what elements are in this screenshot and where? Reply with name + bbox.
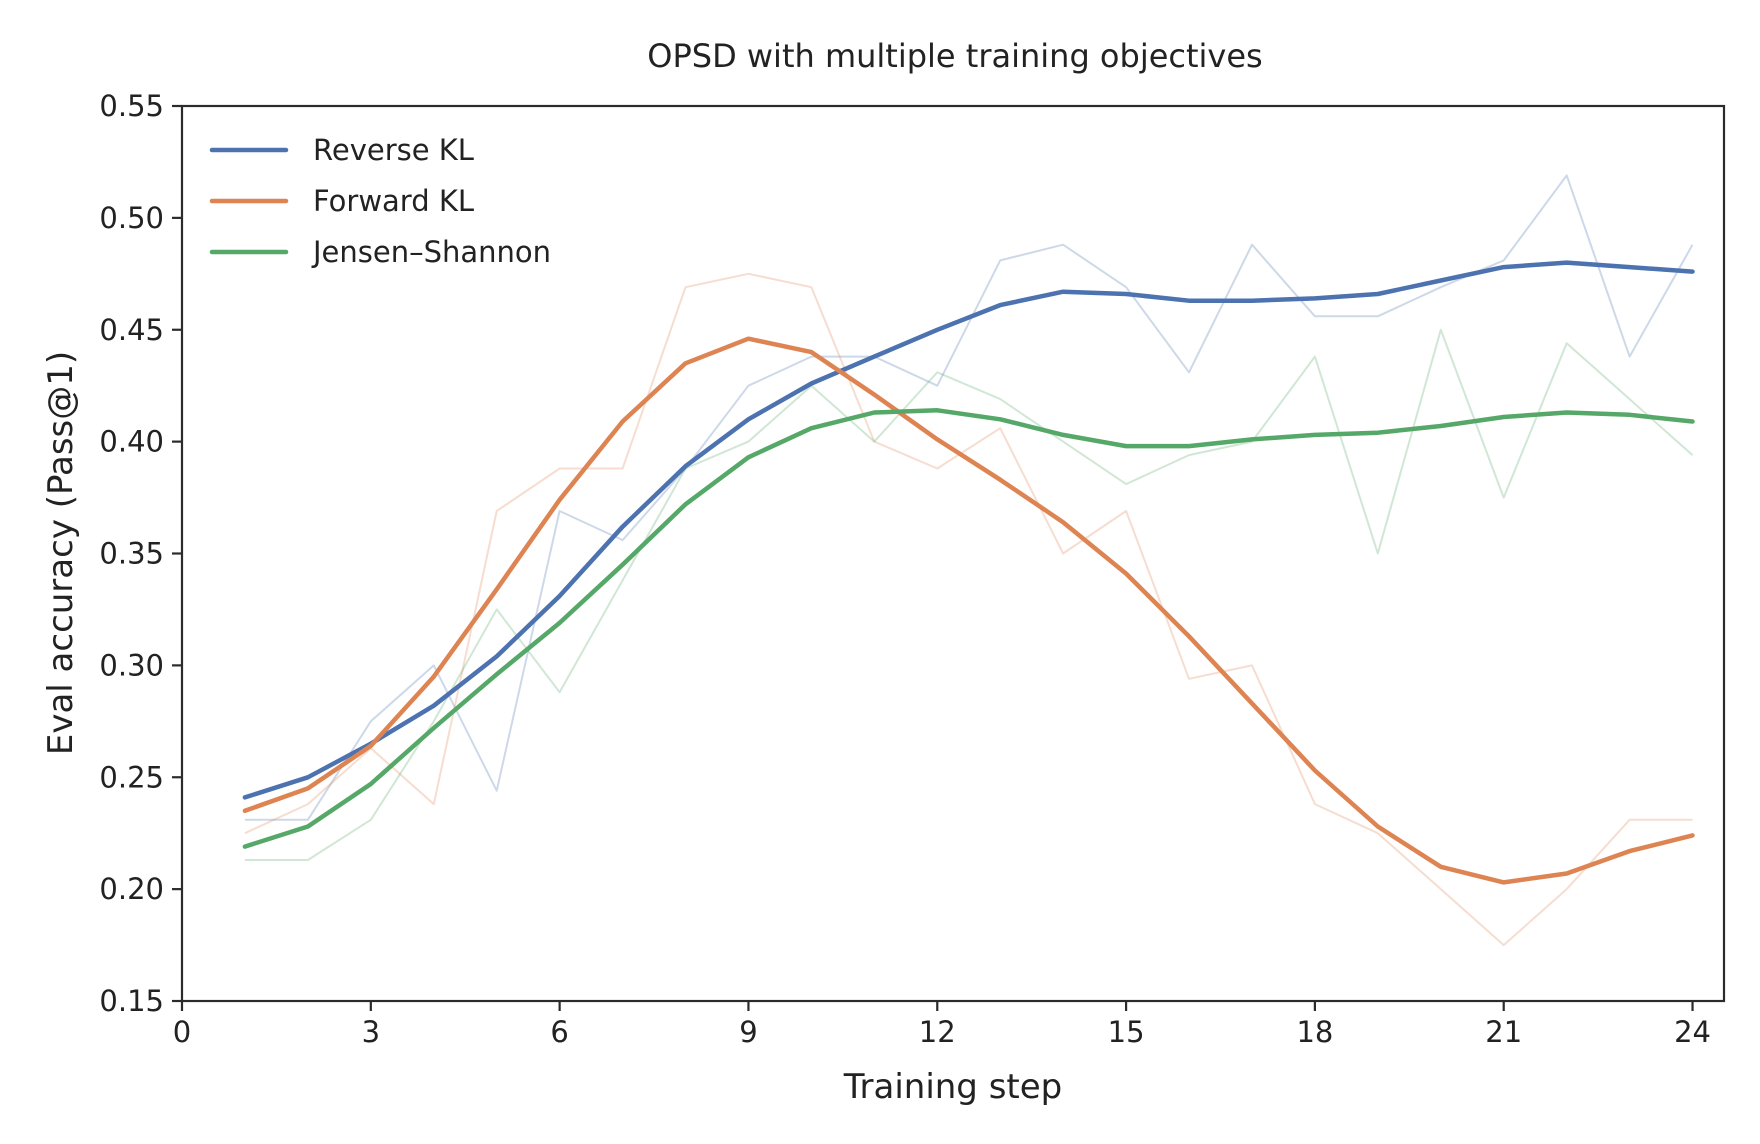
- y-tick-label: 0.30: [99, 648, 164, 682]
- series-smoothed-line: [242, 336, 1695, 885]
- series-smoothed-line: [242, 260, 1695, 800]
- plot-area: 0 3 6 9 12 15 18 21 24 0.150.200.250.300.350.400…: [99, 89, 1726, 1049]
- legend-label: Forward KL: [313, 184, 474, 218]
- y-axis: 0.15 0.20 0.25 0.30 0.35 0.40 0.45 0.50 0.55: [99, 89, 182, 1018]
- series-layer: [242, 174, 1695, 947]
- x-tick-label: 18: [1296, 1015, 1333, 1049]
- series-smoothed-line: [242, 408, 1695, 849]
- y-tick-label: 0.35: [99, 537, 164, 571]
- y-tick-label: 0.25: [99, 760, 164, 794]
- chart-title: OPSD with multiple training objectives: [647, 37, 1262, 75]
- x-tick-label: 21: [1485, 1015, 1522, 1049]
- x-axis: 0 3 6 9 12 15 18 21 24: [173, 1001, 1711, 1049]
- x-axis-label: Training step: [843, 1067, 1063, 1107]
- series-raw-line: [244, 174, 1694, 821]
- legend-label: Reverse KL: [313, 133, 474, 167]
- series-raw-line: [244, 272, 1693, 947]
- x-tick-label: 6: [550, 1015, 568, 1049]
- x-tick-label: 12: [919, 1015, 956, 1049]
- legend-item: Jensen–Shannon: [209, 235, 551, 269]
- y-tick-label: 0.55: [99, 89, 164, 123]
- x-tick-label: 15: [1108, 1015, 1145, 1049]
- x-tick-label: 0: [173, 1015, 191, 1049]
- series-raw-line: [244, 328, 1694, 861]
- x-tick-label: 24: [1674, 1015, 1711, 1049]
- y-tick-label: 0.20: [99, 872, 164, 906]
- legend-item: Reverse KL: [209, 133, 474, 167]
- legend-item: Forward KL: [209, 184, 474, 218]
- legend-label: Jensen–Shannon: [311, 235, 551, 269]
- y-tick-label: 0.40: [99, 425, 164, 459]
- y-axis-label: Eval accuracy (Pass@1): [41, 351, 81, 755]
- y-tick-label: 0.50: [99, 201, 164, 235]
- y-tick-label: 0.15: [99, 984, 164, 1018]
- x-tick-label: 3: [362, 1015, 380, 1049]
- y-tick-label: 0.45: [99, 313, 164, 347]
- legend: Reverse KL Forward KL Jensen–Shannon: [209, 133, 551, 269]
- x-tick-label: 9: [739, 1015, 757, 1049]
